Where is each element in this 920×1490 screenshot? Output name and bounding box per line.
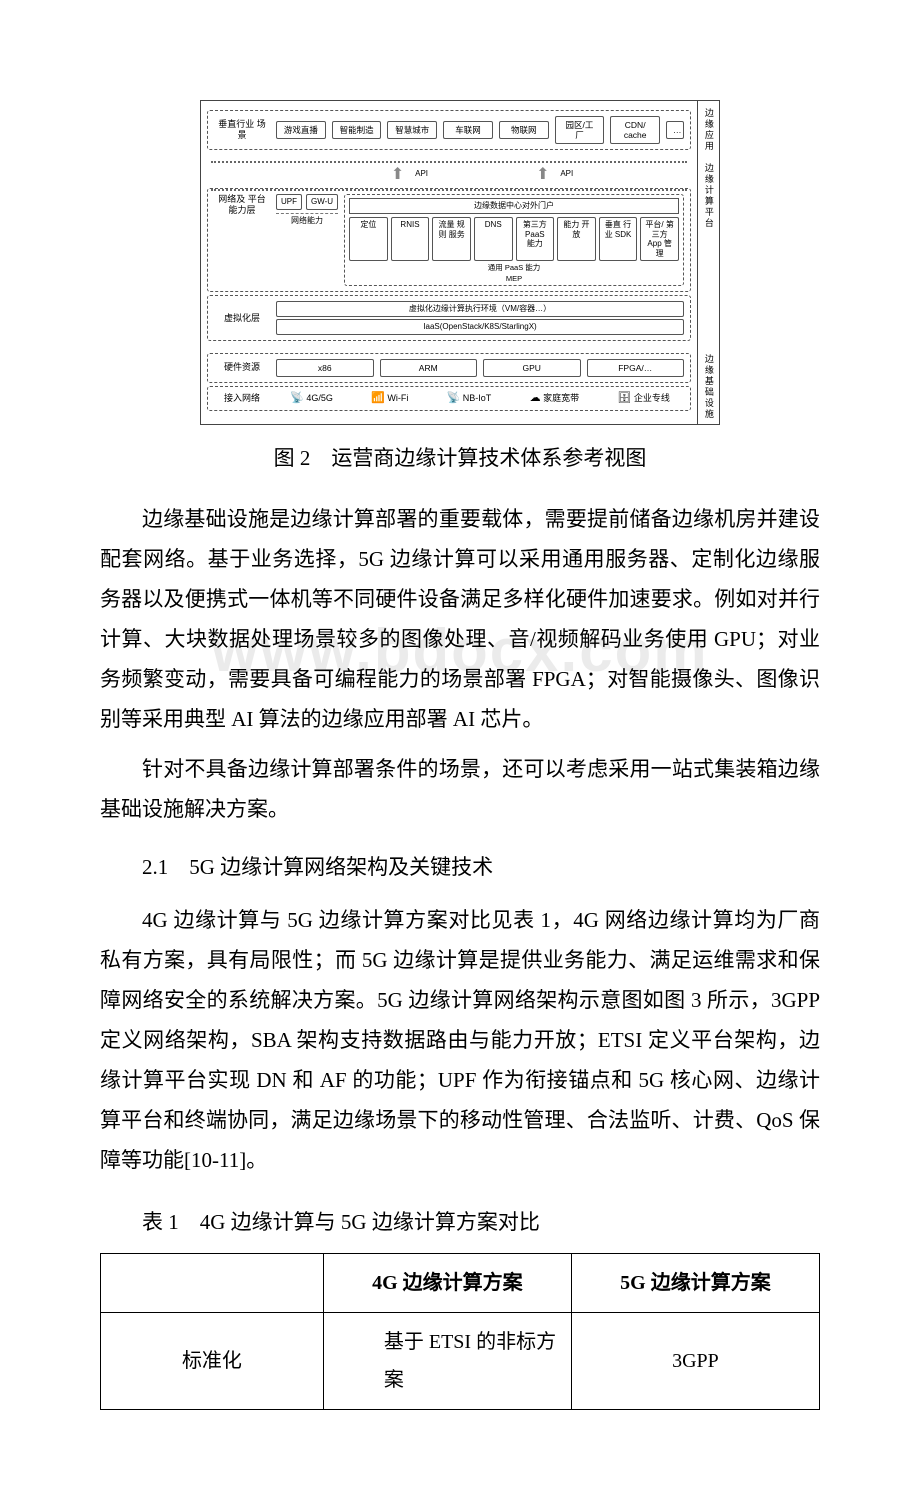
mep-item: 第三方 PaaS 能力: [516, 217, 555, 261]
scene-item: 智能制造: [332, 121, 382, 139]
scene-item: …: [666, 121, 684, 139]
mep-item: DNS: [474, 217, 513, 261]
portal-bar: 边缘数据中心对外门户: [349, 198, 679, 214]
hw-item: ARM: [380, 359, 478, 377]
mep-item: 能力 开放: [557, 217, 596, 261]
diagram-row-access: 接入网络 📡 4G/5G 📶 Wi-Fi 📡 NB-IoT ☁ 家庭宽带 🗄 企…: [207, 386, 691, 411]
table-header-row: 4G 边缘计算方案 5G 边缘计算方案: [101, 1253, 820, 1312]
virt-line-2: IaaS(OpenStack/K8S/StarlingX): [276, 319, 684, 335]
table-cell-4g: 基于 ETSI 的非标方案: [323, 1312, 571, 1409]
paragraph-3: 4G 边缘计算与 5G 边缘计算方案对比见表 1，4G 网络边缘计算均为厂商私有…: [100, 901, 820, 1180]
access-item: 📶 Wi-Fi: [371, 392, 408, 405]
table-row: 标准化 基于 ETSI 的非标方案 3GPP: [101, 1312, 820, 1409]
mep-sub-label: 通用 PaaS 能力: [349, 263, 679, 272]
mep-item: 垂直 行业 SDK: [599, 217, 638, 261]
net-group-label: 网络能力: [276, 213, 338, 226]
side-label-edge-app: 边缘应用: [697, 101, 719, 159]
api-label: API: [415, 169, 428, 179]
mep-item: 流量 规则 服务: [432, 217, 471, 261]
table-cell-label: 标准化: [101, 1312, 324, 1409]
scene-item: 物联网: [499, 121, 549, 139]
scene-item: 智慧城市: [387, 121, 437, 139]
wifi-icon: 📶: [371, 392, 385, 404]
access-item: ☁ 家庭宽带: [530, 392, 580, 405]
table-header-cell: [101, 1253, 324, 1312]
scene-item: CDN/ cache: [610, 116, 660, 144]
scene-item: 车联网: [443, 121, 493, 139]
table-1-caption: 表 1 4G 边缘计算与 5G 边缘计算方案对比: [100, 1203, 820, 1243]
antenna-icon: 📡: [447, 392, 461, 404]
row-label-virt: 虚拟化层: [214, 313, 270, 324]
api-label: API: [560, 169, 573, 179]
arrow-up-icon: ⬆: [391, 165, 404, 184]
comparison-table: 4G 边缘计算方案 5G 边缘计算方案 标准化 基于 ETSI 的非标方案 3G…: [100, 1253, 820, 1410]
net-item-gwu: GW-U: [306, 194, 338, 210]
paragraph-2: 针对不具备边缘计算部署条件的场景，还可以考虑采用一站式集装箱边缘基础设施解决方案…: [100, 750, 820, 830]
antenna-icon: 📡: [290, 392, 304, 404]
server-icon: 🗄: [617, 392, 631, 404]
net-item-upf: UPF: [276, 194, 302, 210]
mep-item: 平台/ 第三方 App 管理: [640, 217, 679, 261]
section-2-1-heading: 2.1 5G 边缘计算网络架构及关键技术: [100, 848, 820, 888]
hw-item: x86: [276, 359, 374, 377]
diagram-row-scene: 垂直行业 场景 游戏直播 智能制造 智慧城市 车联网 物联网 园区/工厂 CDN…: [207, 110, 691, 150]
mep-item: 定位: [349, 217, 388, 261]
mep-block: 边缘数据中心对外门户 定位 RNIS 流量 规则 服务 DNS 第三方 PaaS…: [344, 194, 684, 286]
diagram-row-netcap: 网络及 平台能力层 UPF GW-U 网络能力 边缘数据中心对外门户 定位 RN…: [207, 188, 691, 292]
access-item: 📡 4G/5G: [290, 392, 333, 405]
side-label-edge-infra: 边缘基础设施: [697, 350, 719, 424]
figure-2-diagram: 垂直行业 场景 游戏直播 智能制造 智慧城市 车联网 物联网 园区/工厂 CDN…: [200, 100, 720, 425]
diagram-row-hw: 硬件资源 x86 ARM GPU FPGA/…: [207, 353, 691, 383]
mep-item: RNIS: [391, 217, 430, 261]
table-header-cell: 5G 边缘计算方案: [571, 1253, 819, 1312]
arrow-up-icon: ⬆: [536, 165, 549, 184]
figure-2-caption: 图 2 运营商边缘计算技术体系参考视图: [100, 439, 820, 479]
access-item: 🗄 企业专线: [617, 392, 670, 405]
row-label-scene: 垂直行业 场景: [214, 119, 270, 141]
row-label-hw: 硬件资源: [214, 362, 270, 373]
api-arrow-row: ⬆ API ⬆ API: [207, 165, 691, 187]
table-cell-5g: 3GPP: [571, 1312, 819, 1409]
row-label-netcap: 网络及 平台能力层: [214, 194, 270, 216]
hw-item: FPGA/…: [587, 359, 685, 377]
mep-footer: MEP: [349, 274, 679, 283]
virt-line-1: 虚拟化边缘计算执行环境（VM/容器…）: [276, 301, 684, 317]
access-item: 📡 NB-IoT: [447, 392, 492, 405]
row-label-access: 接入网络: [214, 393, 270, 404]
hw-item: GPU: [483, 359, 581, 377]
scene-item: 园区/工厂: [555, 116, 605, 144]
scene-item: 游戏直播: [276, 121, 326, 139]
paragraph-1: 边缘基础设施是边缘计算部署的重要载体，需要提前储备边缘机房并建设配套网络。基于业…: [100, 500, 820, 739]
document-body: 垂直行业 场景 游戏直播 智能制造 智慧城市 车联网 物联网 园区/工厂 CDN…: [100, 100, 820, 1410]
cloud-icon: ☁: [530, 392, 541, 404]
diagram-row-virt: 虚拟化层 虚拟化边缘计算执行环境（VM/容器…） IaaS(OpenStack/…: [207, 295, 691, 340]
table-header-cell: 4G 边缘计算方案: [323, 1253, 571, 1312]
